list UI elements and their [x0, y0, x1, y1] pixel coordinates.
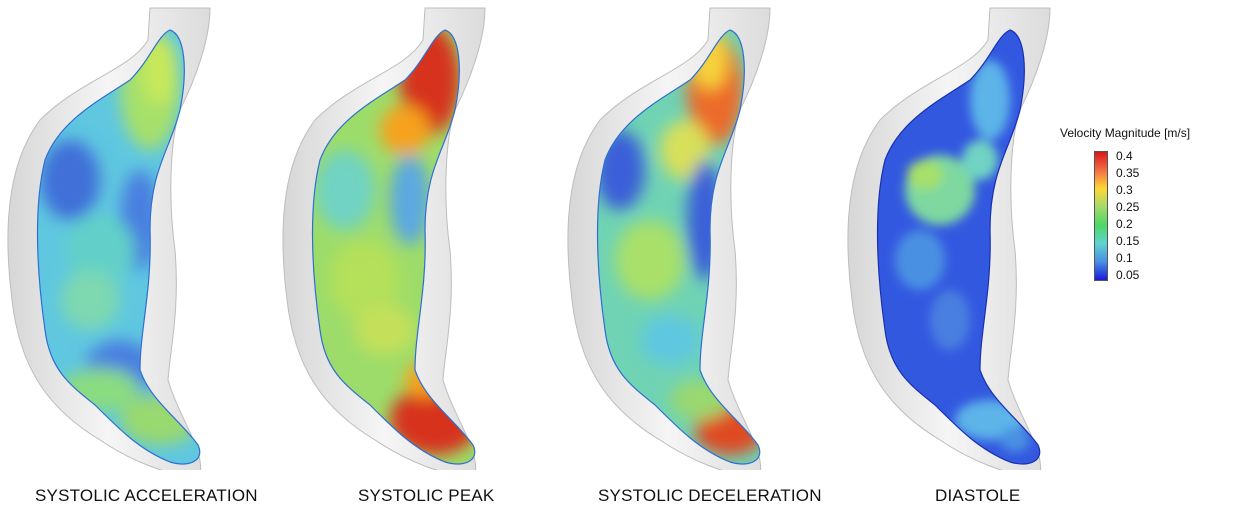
caption-diastole: DIASTOLE: [935, 486, 1021, 505]
panel-systolic-acceleration: [0, 0, 280, 470]
vessel-velocity-map: [282, 7, 486, 470]
caption-systolic-peak: SYSTOLIC PEAK: [358, 486, 495, 505]
legend-title: Velocity Magnitude [m/s]: [1060, 126, 1191, 140]
legend-tick: 0.25: [1116, 200, 1140, 214]
legend-tick: 0.4: [1116, 149, 1133, 163]
vessel-velocity-map: [847, 7, 1051, 470]
legend-tick: 0.2: [1116, 217, 1133, 231]
vessel-velocity-map: [567, 7, 771, 470]
legend-tick: 0.1: [1116, 251, 1133, 265]
legend-tick: 0.05: [1116, 268, 1140, 282]
legend-tick: 0.35: [1116, 166, 1140, 180]
legend-colorbar: [1094, 151, 1108, 281]
legend-tick: 0.15: [1116, 234, 1140, 248]
legend-tick: 0.3: [1116, 183, 1133, 197]
panel-systolic-deceleration: [560, 0, 840, 470]
caption-systolic-deceleration: SYSTOLIC DECELERATION: [598, 486, 822, 505]
caption-systolic-acceleration: SYSTOLIC ACCELERATION: [35, 486, 258, 505]
panel-systolic-peak: [275, 0, 555, 470]
vessel-velocity-map: [7, 7, 211, 470]
panel-diastole: [840, 0, 1120, 470]
